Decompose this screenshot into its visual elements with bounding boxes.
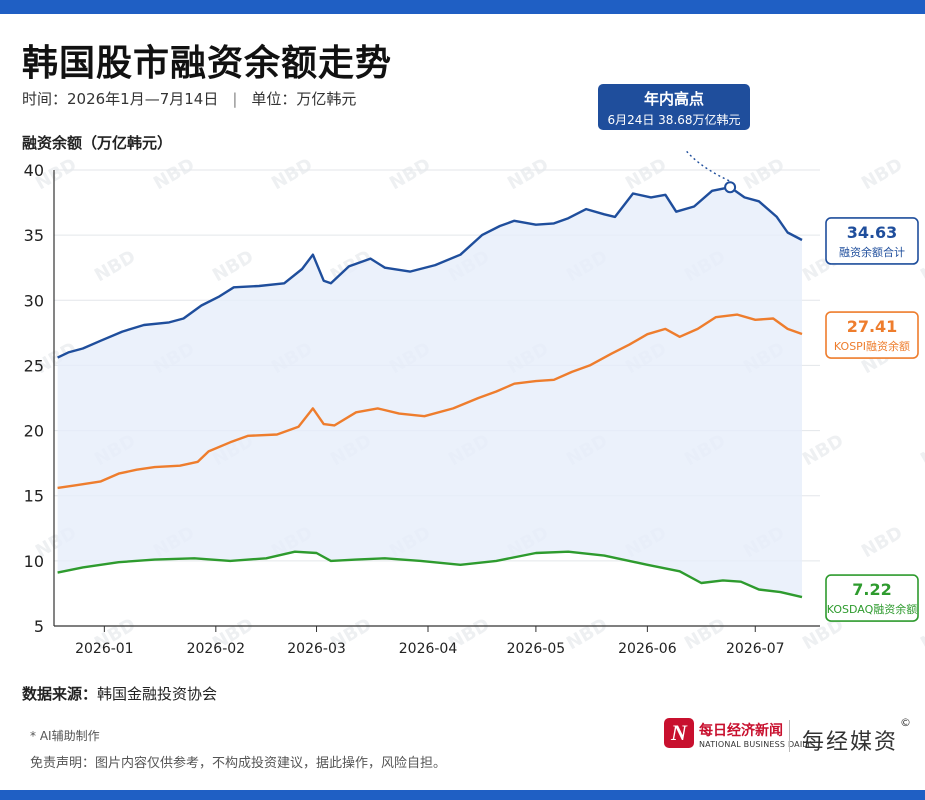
watermark-text: NBD: [917, 430, 925, 470]
annotation-text: 6月24日 38.68万亿韩元: [607, 113, 741, 127]
data-source: 数据来源：韩国金融投资协会: [22, 683, 217, 704]
x-tick-label: 2026-05: [507, 641, 566, 657]
series-line-total: [57, 186, 803, 359]
disclaimer: 免责声明：图片内容仅供参考，不构成投资建议，据此操作，风险自担。: [30, 756, 447, 771]
peak-marker: [724, 181, 737, 194]
x-tick-label: 2026-06: [618, 641, 677, 657]
watermark-text: NBD: [622, 154, 670, 194]
top-accent-bar: [0, 0, 925, 14]
watermark-text: NBD: [917, 614, 925, 654]
end-label-name-kospi: KOSPI融资余额: [834, 339, 910, 353]
series-lines: [57, 186, 803, 599]
end-label-box-kosdaq: [825, 574, 919, 622]
brand-name-cn: 每日经济新闻: [699, 723, 783, 739]
copyright-mark: ©: [900, 716, 911, 729]
bottom-accent-bar: [0, 790, 925, 800]
end-label-value-total: 34.63: [847, 223, 898, 242]
brand-media: 每经媒资: [802, 730, 899, 755]
watermark-text: NBD: [504, 154, 552, 194]
source-label: 数据来源：: [22, 685, 98, 703]
brand-divider: [789, 720, 790, 752]
y-tick-label: 10: [24, 552, 44, 571]
ai-note: * AI辅助制作: [30, 729, 100, 743]
watermark-text: NBD: [858, 154, 906, 194]
annotation-title: 年内高点: [643, 90, 704, 108]
annotation-leader: [684, 150, 731, 182]
watermark-text: NBD: [91, 246, 139, 286]
watermark-text: NBD: [209, 246, 257, 286]
watermark-text: NBD: [268, 154, 316, 194]
nbd-logo-icon: N: [664, 718, 694, 748]
end-label-name-total: 融资余额合计: [839, 245, 905, 259]
chart-title: 韩国股市融资余额走势: [22, 43, 393, 84]
brand-name-en: NATIONAL BUSINESS DAILY: [699, 740, 812, 749]
end-label-value-kosdaq: 7.22: [852, 580, 891, 599]
end-label-name-kosdaq: KOSDAQ融资余额: [827, 602, 918, 616]
chart-subtitle: 时间：2026年1月—7月14日 | 单位：万亿韩元: [22, 88, 356, 109]
axes: [53, 170, 820, 627]
watermark-text: NBD: [563, 614, 611, 654]
watermark-text: NBD: [858, 522, 906, 562]
series-line-kospi: [57, 313, 803, 490]
annotation-box: 年内高点 6月24日 38.68万亿韩元: [598, 84, 750, 130]
y-tick-label: 35: [24, 226, 44, 245]
y-tick-labels: 5 10 15 20 25 30 35 40: [24, 161, 44, 636]
x-tick-label: 2026-01: [75, 641, 134, 657]
watermark-text: NBD: [681, 614, 729, 654]
y-axis-label: 融资余额（万亿韩元）: [22, 134, 173, 152]
line-chart: NBD NBD NBD NBD NBD NBD NBD NBD NBD NBD NBD NBD NBD N…: [24, 150, 925, 657]
watermark-text: NBD: [386, 154, 434, 194]
end-label-value-kospi: 27.41: [847, 317, 898, 336]
period-text: 时间：2026年1月—7月14日: [22, 90, 219, 108]
subtitle-separator: |: [232, 90, 238, 108]
ai-note-text: AI辅助制作: [39, 729, 100, 743]
end-labels: 34.63 融资余额合计 27.41 KOSPI融资余额 7.22 KOSDAQ融资余额: [825, 217, 919, 622]
peak-annotation: [684, 150, 737, 194]
y-tick-label: 25: [24, 356, 44, 375]
y-tick-label: 20: [24, 422, 44, 441]
x-tick-label: 2026-02: [187, 641, 246, 657]
end-label-box-kospi: [825, 311, 919, 359]
x-tick-label: 2026-04: [399, 641, 458, 657]
unit-text: 单位：万亿韩元: [251, 90, 357, 108]
x-tick-labels: 2026-01 2026-02 2026-03 2026-04 2026-05 2026-…: [75, 626, 785, 657]
series-line-kosdaq: [57, 550, 803, 599]
y-tick-label: 30: [24, 291, 44, 310]
x-tick-label: 2026-03: [287, 641, 346, 657]
y-tick-label: 40: [24, 161, 44, 180]
end-label-box-total: [825, 217, 919, 265]
watermark-text: NBD: [740, 154, 788, 194]
source-value: 韩国金融投资协会: [97, 685, 218, 703]
watermark-text: NBD: [917, 246, 925, 286]
x-tick-label: 2026-07: [726, 641, 785, 657]
watermark-text: NBD: [799, 430, 847, 470]
watermark-text: NBD: [150, 154, 198, 194]
y-tick-label: 15: [24, 487, 44, 506]
y-tick-label: 5: [34, 617, 44, 636]
area-band: [57, 187, 802, 598]
